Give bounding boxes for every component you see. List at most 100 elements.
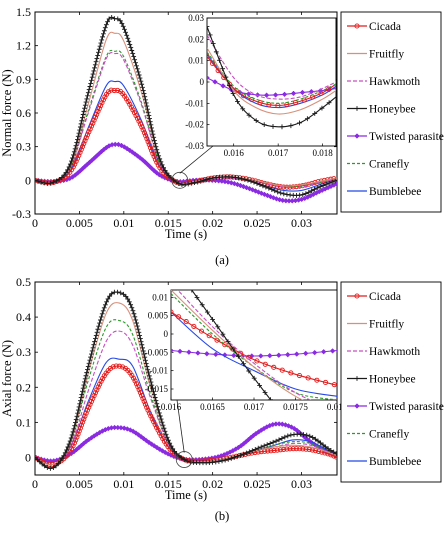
data-point	[122, 26, 127, 32]
data-point	[315, 438, 321, 444]
data-point	[317, 184, 323, 190]
data-point	[155, 427, 161, 433]
data-point	[264, 442, 270, 448]
data-point	[89, 77, 94, 83]
legend-marker	[354, 133, 360, 139]
data-point	[254, 92, 261, 98]
data-point	[102, 302, 108, 308]
data-point	[35, 177, 38, 183]
y-tick-label: 0.9	[16, 72, 31, 86]
data-point	[70, 443, 76, 449]
data-point	[326, 180, 332, 186]
data-point	[164, 434, 170, 440]
data-point	[168, 175, 174, 181]
data-point	[63, 170, 69, 175]
inset-x-tick-label: 0.018	[327, 402, 348, 412]
data-point	[143, 97, 148, 103]
data-point	[253, 118, 259, 123]
data-point	[151, 153, 157, 160]
data-point	[121, 291, 126, 297]
series-line	[207, 26, 336, 128]
data-point	[100, 308, 106, 314]
data-point	[296, 372, 303, 379]
data-point	[171, 309, 174, 315]
data-point	[105, 296, 111, 302]
data-point	[133, 381, 140, 387]
data-point	[125, 35, 131, 41]
data-point	[148, 413, 154, 419]
data-point	[75, 410, 81, 416]
data-point	[85, 364, 91, 369]
data-point	[207, 176, 213, 182]
data-point	[144, 103, 150, 109]
inset-x-tick-label: 0.016	[224, 148, 245, 158]
data-point	[270, 439, 276, 445]
data-point	[88, 123, 95, 129]
x-axis-label: Time (s)	[165, 488, 207, 502]
data-point	[198, 328, 205, 334]
data-point	[267, 352, 273, 359]
data-point	[161, 425, 167, 431]
data-point	[149, 148, 155, 154]
inset-y-tick-label: -0.01	[149, 366, 168, 376]
data-point	[170, 446, 176, 452]
data-point	[215, 324, 221, 330]
data-point	[292, 100, 299, 106]
data-point	[156, 407, 161, 413]
data-point	[320, 183, 326, 188]
data-point	[149, 382, 155, 388]
data-point	[154, 424, 160, 430]
data-point	[132, 57, 138, 63]
data-point	[278, 190, 284, 196]
series-twisted-parasite	[171, 347, 337, 359]
data-point	[142, 401, 148, 407]
data-point	[82, 102, 88, 108]
data-point	[141, 130, 148, 136]
data-point	[145, 109, 151, 115]
data-point	[83, 373, 89, 379]
legend-label: Hawkmoth	[369, 346, 420, 358]
data-point	[96, 46, 102, 52]
data-point	[74, 413, 80, 419]
data-point	[93, 333, 99, 338]
data-point	[228, 180, 235, 186]
data-point	[129, 48, 135, 53]
data-point	[77, 127, 83, 133]
data-point	[307, 433, 313, 439]
data-point	[99, 100, 105, 106]
data-point	[157, 156, 163, 162]
data-point	[133, 60, 138, 66]
data-point	[74, 155, 81, 161]
data-point	[268, 448, 274, 454]
data-point	[263, 92, 270, 98]
y-tick-label: -0.3	[12, 207, 31, 221]
data-point	[195, 350, 201, 356]
data-point	[320, 349, 327, 355]
y-tick-label: 0.3	[16, 140, 31, 154]
data-point	[80, 112, 86, 117]
data-point	[98, 317, 103, 323]
data-point	[149, 128, 155, 134]
data-point	[146, 410, 152, 416]
data-point	[323, 379, 329, 386]
inset-y-tick-label: -0.02	[185, 120, 204, 130]
data-point	[230, 91, 236, 97]
data-point	[146, 113, 152, 118]
data-point	[179, 455, 185, 461]
data-point	[326, 100, 332, 106]
data-point	[275, 189, 281, 195]
data-point	[184, 458, 190, 464]
data-point	[157, 430, 163, 436]
data-point	[151, 388, 156, 394]
data-point	[167, 440, 173, 446]
data-point	[86, 87, 92, 93]
legend-label: Twisted parasite	[369, 131, 444, 143]
data-point	[329, 179, 335, 185]
data-point	[210, 317, 215, 322]
data-point	[140, 84, 145, 90]
data-point	[281, 91, 288, 98]
data-point	[318, 440, 323, 446]
data-point	[210, 175, 216, 181]
data-point	[213, 49, 219, 55]
data-point	[310, 435, 316, 440]
